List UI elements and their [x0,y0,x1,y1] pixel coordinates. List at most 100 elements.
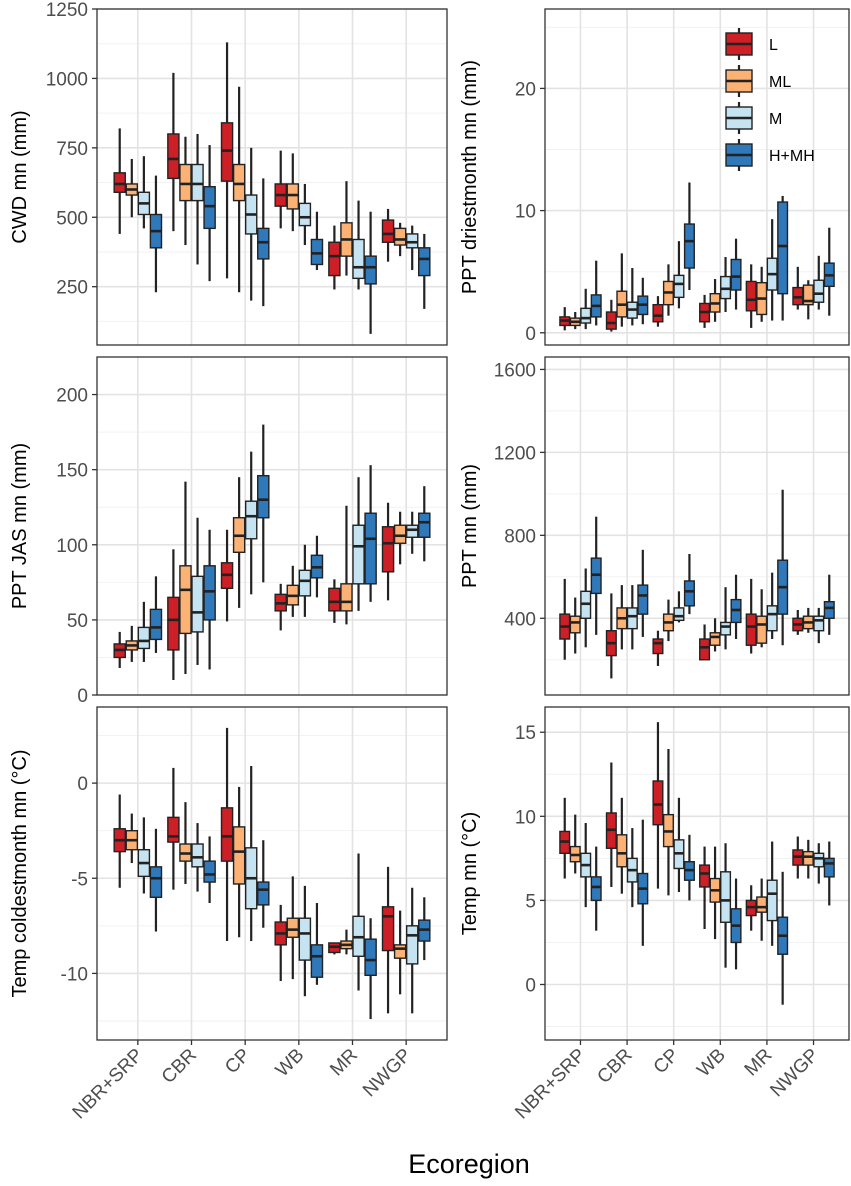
box-hmh [683,580,695,607]
box-ml [286,183,300,210]
box-group-cp [652,722,695,901]
y-tick-label: 1250 [46,0,88,21]
y-axis-label: Temp coldestmonth mn (°C) [9,749,31,997]
box-m [720,621,732,636]
y-tick-label: 5 [525,891,536,912]
box-hmh [364,938,377,977]
y-tick-label: 20 [515,79,536,100]
box-m [244,500,258,540]
box-ml [179,565,192,635]
panel-background [97,9,447,345]
box-group-cp [652,182,695,327]
box-group-mr [745,195,789,328]
box-hmh [777,201,789,295]
box-m [673,607,685,622]
y-tick-label: 200 [56,386,88,407]
panel-ppt-driest: 0 10 20 PPT driestmonth mn (mm) [459,8,850,346]
box-m [580,307,592,324]
y-tick-label: 150 [56,461,88,482]
panel-cwd: 250 500 750 1000 1250 CWD mn (mm) [9,0,448,346]
y-tick-label: 50 [67,611,88,632]
box-ml [569,615,581,634]
box-ml [709,632,721,646]
y-tick-label: 1600 [494,360,536,381]
box-l [699,864,711,888]
y-tick-label: -5 [71,869,88,890]
box-ml [802,850,814,866]
legend-item-m: M [725,102,782,134]
box-group-cbr [605,253,649,332]
box-group-wb [699,574,742,661]
box-hmh [637,584,649,615]
y-tick-label: 1200 [494,443,536,464]
y-axis: 0 50 100 150 200 [56,386,97,707]
box-ml [286,917,300,938]
box-hmh [257,227,270,260]
box-group-cbr [167,72,216,282]
legend-label: ML [769,74,791,91]
box-group-mr [745,489,789,654]
box-hmh [730,258,742,291]
box-group-nwgp [792,227,835,320]
box-l [167,596,180,651]
box-m [405,233,419,249]
box-l [113,172,126,193]
box-l [652,638,664,655]
legend-label: M [769,111,782,128]
panel-border [544,356,850,696]
box-hmh [418,512,431,538]
box-l [220,807,234,862]
y-tick-label: 0 [525,324,536,345]
box-m [191,843,204,868]
box-l [381,906,395,952]
box-group-cbr [167,767,216,903]
box-l [652,780,664,826]
box-group-wb [274,535,324,631]
box-ml [616,834,628,868]
box-group-nbr-srp [113,794,163,932]
panel-temp-mn: 0 5 10 15 Temp mn (°C) [459,706,850,1041]
box-l [328,241,341,277]
legend: L ML M H+MH [725,28,815,171]
box-group-wb [699,238,742,328]
y-tick-label: 100 [56,536,88,557]
box-hmh [418,247,431,277]
box-group-mr [745,841,789,1005]
box-hmh [203,565,216,621]
panel-border [96,356,448,696]
panel-border [96,8,448,346]
box-ml [232,826,246,885]
box-m [813,279,825,303]
panel-border [96,706,448,1041]
y-tick-label: 750 [56,139,88,160]
box-ml [393,524,407,544]
box-m [137,626,151,650]
box-m [813,615,825,632]
y-tick-label: 800 [504,526,536,547]
box-ml [802,284,814,306]
y-tick-label: 400 [504,609,536,630]
box-ml [756,896,768,913]
box-group-wb [274,150,324,271]
box-l [328,587,341,612]
y-tick-label: -10 [61,964,88,985]
box-m [405,925,419,965]
y-axis-label: CWD mn (mm) [9,110,31,243]
box-m [298,202,312,227]
box-m [626,607,638,630]
box-ml [179,163,192,202]
box-group-nwgp [792,574,835,644]
box-group-mr [328,181,377,334]
box-m [352,524,365,585]
box-group-mr [328,853,377,1020]
box-hmh [257,881,270,906]
box-group-cbr [605,762,649,946]
box-group-nbr-srp [559,260,602,331]
box-group-nwgp [381,486,431,601]
box-m [405,524,419,538]
box-group-nwgp [381,208,431,309]
box-m [298,917,312,961]
box-m [720,871,732,923]
box-hmh [590,876,602,902]
box-m [673,274,685,299]
